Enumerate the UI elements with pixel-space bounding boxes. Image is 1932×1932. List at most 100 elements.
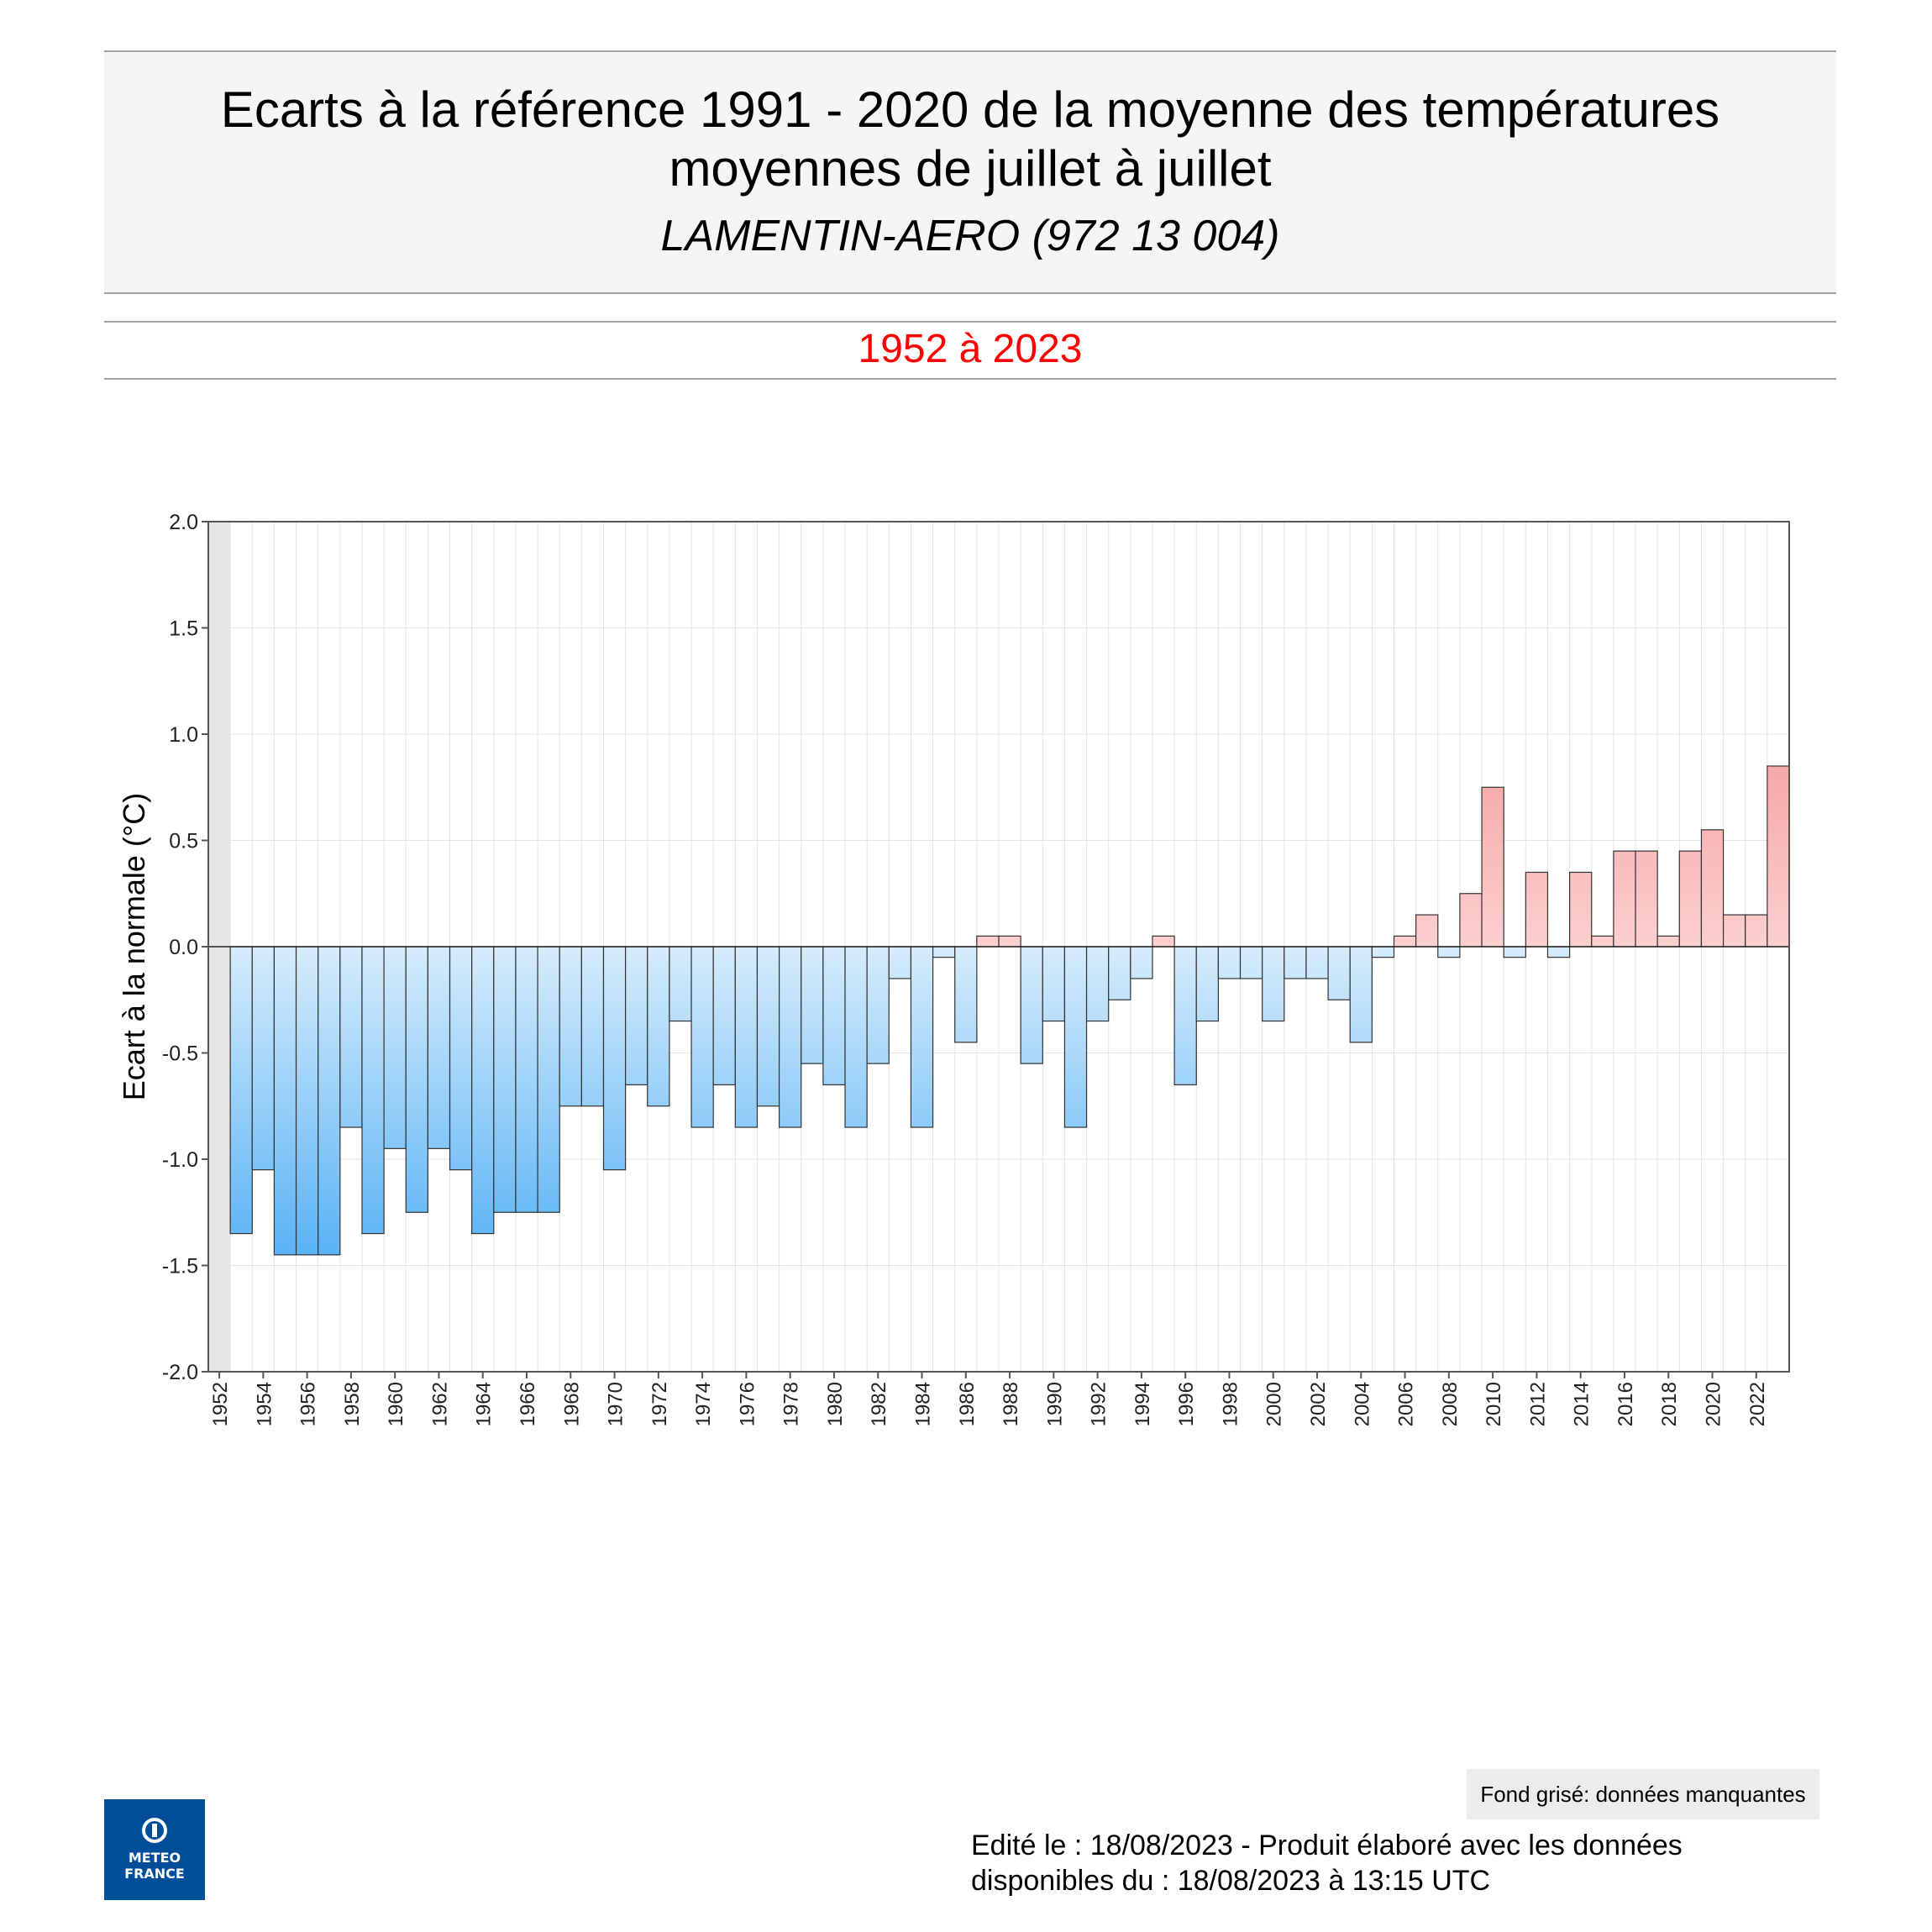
bar-2007 [1415, 914, 1439, 948]
bar-2011 [1503, 946, 1526, 958]
bar-2010 [1481, 786, 1504, 948]
x-tick-label: 1956 [297, 1382, 320, 1426]
bar-1980 [822, 946, 846, 1086]
bar-1991 [1063, 946, 1088, 1128]
y-tick-label: -1.5 [162, 1255, 198, 1278]
x-tick-label: 2016 [1614, 1382, 1637, 1426]
bar-2015 [1591, 935, 1614, 948]
bar-1984 [910, 946, 934, 1128]
bar-1999 [1239, 946, 1263, 979]
bar-2008 [1437, 946, 1461, 958]
edition-note: Edité le : 18/08/2023 - Produit élaboré … [971, 1828, 1811, 1898]
bar-2006 [1393, 935, 1417, 948]
bar-1978 [779, 946, 802, 1128]
bar-1988 [998, 935, 1021, 948]
x-tick-label: 1996 [1175, 1382, 1198, 1426]
bar-1971 [625, 946, 648, 1086]
x-tick-label: 2000 [1263, 1382, 1286, 1426]
x-tick-label: 2006 [1395, 1382, 1418, 1426]
bar-1966 [515, 946, 538, 1213]
x-tick-label: 1978 [780, 1382, 803, 1426]
logo-line1: METEO [128, 1850, 181, 1866]
x-tick-label: 2004 [1351, 1382, 1373, 1426]
bar-1954 [251, 946, 276, 1171]
bar-2019 [1678, 850, 1703, 948]
y-tick-label: 1.0 [169, 723, 198, 747]
x-tick-label: 2022 [1746, 1382, 1769, 1426]
y-tick-label: -1.0 [162, 1148, 198, 1172]
x-tick-label: 1968 [560, 1382, 583, 1426]
bar-2014 [1569, 871, 1593, 948]
x-tick-label: 2018 [1658, 1382, 1681, 1426]
bar-1998 [1217, 946, 1242, 979]
missing-data-note: Fond grisé: données manquantes [1467, 1769, 1819, 1819]
logo-line2: FRANCE [124, 1866, 185, 1882]
bar-1997 [1195, 946, 1219, 1022]
bar-2003 [1327, 946, 1351, 1000]
bar-2013 [1546, 946, 1571, 958]
bar-2001 [1284, 946, 1307, 979]
bar-2009 [1459, 893, 1483, 948]
x-tick-label: 1966 [517, 1382, 539, 1426]
bar-1983 [888, 946, 912, 979]
bar-2012 [1525, 871, 1549, 948]
bar-1968 [559, 946, 582, 1107]
x-tick-label: 1964 [473, 1382, 496, 1426]
x-tick-label: 2012 [1526, 1382, 1549, 1426]
bar-1981 [844, 946, 868, 1128]
edition-line2: disponibles du : 18/08/2023 à 13:15 UTC [971, 1865, 1491, 1897]
y-tick-label: 0.0 [169, 936, 198, 959]
bar-1996 [1173, 946, 1197, 1086]
period-box: 1952 à 2023 [104, 321, 1836, 380]
bar-2021 [1722, 914, 1746, 948]
bar-1963 [449, 946, 473, 1171]
bar-1962 [427, 946, 451, 1149]
bar-1982 [866, 946, 890, 1064]
bar-1969 [580, 946, 605, 1107]
x-tick-label: 1984 [912, 1382, 935, 1426]
bar-1994 [1130, 946, 1153, 979]
bar-1979 [801, 946, 824, 1064]
bar-1967 [537, 946, 560, 1213]
bar-1953 [229, 946, 253, 1235]
bar-1989 [1020, 946, 1043, 1064]
bar-1986 [954, 946, 978, 1043]
y-tick-label: -0.5 [162, 1042, 198, 1066]
bar-2016 [1613, 850, 1636, 948]
x-tick-label: 2002 [1307, 1382, 1330, 1426]
x-tick-label: 1976 [736, 1382, 759, 1426]
x-tick-label: 1990 [1043, 1382, 1066, 1426]
bar-2000 [1262, 946, 1285, 1022]
bar-1975 [712, 946, 736, 1086]
bar-2004 [1349, 946, 1373, 1043]
bar-1987 [976, 935, 1000, 948]
title-box: Ecarts à la référence 1991 - 2020 de la … [104, 50, 1836, 294]
x-tick-label: 1980 [824, 1382, 847, 1426]
x-tick-label: 1988 [1000, 1382, 1022, 1426]
y-tick-label: 0.5 [169, 830, 198, 853]
bar-1970 [602, 946, 627, 1171]
bar-1959 [361, 946, 385, 1235]
x-tick-label: 1952 [209, 1382, 232, 1426]
bar-1976 [734, 946, 759, 1128]
bar-1972 [647, 946, 670, 1107]
period-label: 1952 à 2023 [858, 327, 1083, 371]
bar-1992 [1085, 946, 1110, 1022]
chart-title-line1: Ecarts à la référence 1991 - 2020 de la … [220, 81, 1720, 138]
bar-1955 [273, 946, 297, 1256]
y-tick-label: 2.0 [169, 511, 198, 534]
x-tick-label: 1994 [1131, 1382, 1154, 1426]
bar-2002 [1305, 946, 1329, 979]
x-tick-label: 2010 [1483, 1382, 1505, 1426]
bar-2018 [1656, 935, 1680, 948]
x-tick-label: 1960 [385, 1382, 407, 1426]
bar-1958 [339, 946, 363, 1128]
x-tick-label: 2020 [1703, 1382, 1725, 1426]
x-tick-label: 1986 [956, 1382, 979, 1426]
bar-2017 [1635, 850, 1658, 948]
bar-1957 [318, 946, 341, 1256]
edition-line1: Edité le : 18/08/2023 - Produit élaboré … [971, 1830, 1683, 1861]
x-tick-label: 1958 [341, 1382, 364, 1426]
bar-2005 [1371, 946, 1395, 958]
